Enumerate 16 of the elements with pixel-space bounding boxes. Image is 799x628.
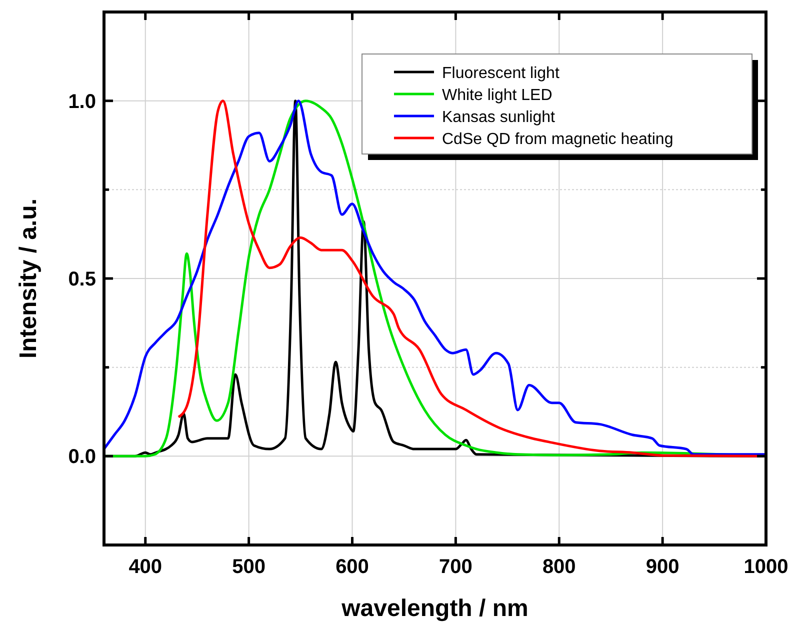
legend-label: Kansas sunlight (442, 109, 556, 126)
x-tick-label: 1000 (744, 556, 788, 578)
x-axis-title: wavelength / nm (340, 595, 528, 622)
legend-label: CdSe QD from magnetic heating (442, 131, 674, 148)
y-tick-label: 1.0 (68, 90, 96, 113)
y-axis-title: Intensity / a.u. (15, 198, 42, 359)
y-tick-label: 0.5 (68, 268, 96, 290)
x-tick-label: 700 (439, 556, 472, 578)
x-tick-label: 600 (336, 556, 369, 578)
legend-label: Fluorescent light (442, 65, 560, 82)
x-tick-label: 500 (232, 556, 266, 578)
x-tick-label: 800 (542, 556, 576, 578)
x-tick-label: 400 (128, 556, 162, 578)
y-tick-label: 0.0 (68, 446, 96, 468)
x-tick-label: 900 (646, 556, 680, 578)
legend-label: White light LED (442, 87, 552, 104)
